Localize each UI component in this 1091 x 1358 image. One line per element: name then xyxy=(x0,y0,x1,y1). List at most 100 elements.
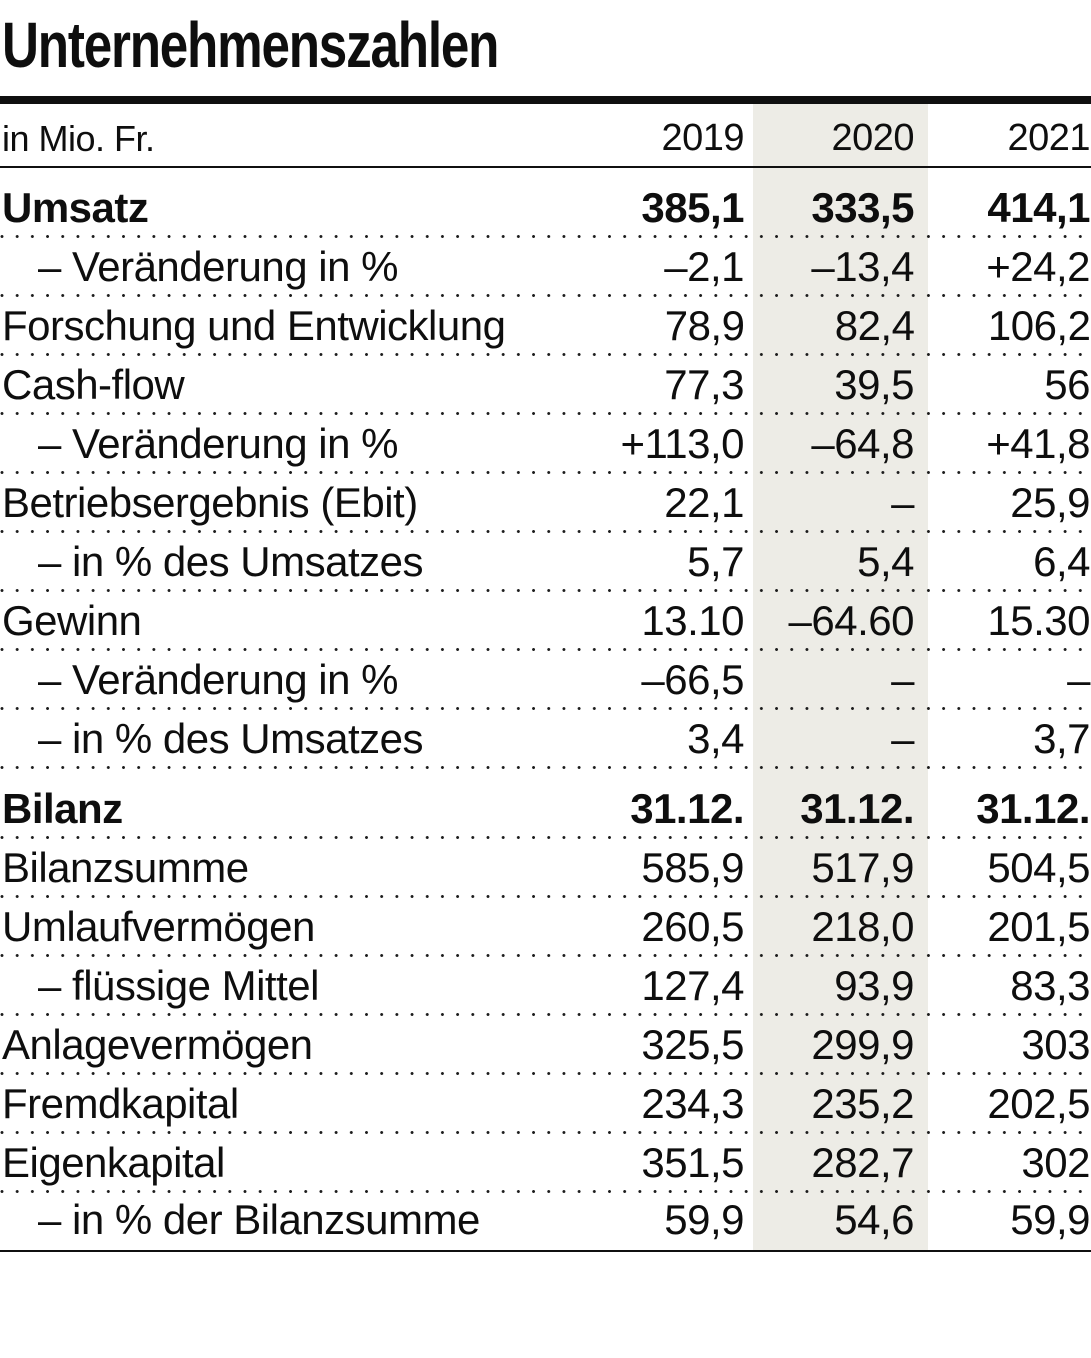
cell-2021: 56 xyxy=(1044,361,1090,408)
cell-2019: +113,0 xyxy=(620,420,744,467)
table-row: Eigenkapital 351,5 282,7 302 xyxy=(0,1134,1091,1193)
cell-2019: 5,7 xyxy=(687,538,744,585)
row-label: Eigenkapital xyxy=(2,1139,225,1186)
cell-2019: 3,4 xyxy=(687,715,744,762)
table-row: – flüssige Mittel 127,4 93,9 83,3 xyxy=(0,957,1091,1016)
cell-2020: 5,4 xyxy=(857,538,914,585)
row-label: – in % des Umsatzes xyxy=(38,715,424,762)
cell-2021: – xyxy=(1067,656,1090,703)
row-label: Umsatz xyxy=(2,184,149,231)
row-label: Bilanz xyxy=(2,785,123,832)
table-row: – in % der Bilanzsumme 59,9 54,6 59,9 xyxy=(0,1193,1091,1252)
cell-2020: 39,5 xyxy=(834,361,914,408)
row-label: Anlagevermögen xyxy=(2,1021,313,1068)
table-row: Bilanzsumme 585,9 517,9 504,5 xyxy=(0,839,1091,898)
cell-2019: –2,1 xyxy=(664,243,744,290)
cell-2020: –64,8 xyxy=(811,420,914,467)
table-row: – in % des Umsatzes 3,4 – 3,7 xyxy=(0,710,1091,769)
cell-2019: 59,9 xyxy=(664,1196,744,1243)
cell-2020: 82,4 xyxy=(834,302,915,349)
cell-2019: 585,9 xyxy=(641,844,744,891)
cell-2021: 15.30 xyxy=(987,597,1090,644)
cell-2019: –66,5 xyxy=(641,656,744,703)
row-label: Betriebsergebnis (Ebit) xyxy=(2,479,418,526)
table-row: – Veränderung in % –66,5 – – xyxy=(0,651,1091,710)
year-header-2021: 2021 xyxy=(1007,117,1090,159)
cell-2019: 385,1 xyxy=(641,184,744,231)
cell-2021: 202,5 xyxy=(987,1080,1090,1127)
cell-2021: 6,4 xyxy=(1033,538,1090,585)
cell-2021: 303 xyxy=(1021,1021,1090,1068)
table-row: Cash-flow 77,3 39,5 56 xyxy=(0,356,1091,415)
row-label: – Veränderung in % xyxy=(38,243,398,290)
cell-2019: 78,9 xyxy=(664,302,745,349)
cell-2020: – xyxy=(891,715,914,762)
table-row: – Veränderung in % +113,0 –64,8 +41,8 xyxy=(0,415,1091,474)
cell-2020: 218,0 xyxy=(811,903,914,950)
page-title: Unternehmenszahlen xyxy=(2,9,499,81)
cell-2019: 31.12. xyxy=(630,785,744,832)
cell-2021: 25,9 xyxy=(1010,479,1090,526)
cell-2019: 325,5 xyxy=(641,1021,744,1068)
cell-2020: 54,6 xyxy=(834,1196,914,1243)
row-label: Bilanzsumme xyxy=(2,844,249,891)
cell-2020: 31.12. xyxy=(800,785,914,832)
cell-2021: 302 xyxy=(1021,1139,1090,1186)
title-rule xyxy=(0,96,1091,104)
row-label: Cash-flow xyxy=(2,361,185,408)
cell-2021: 414,1 xyxy=(987,184,1090,231)
cell-2020: 93,9 xyxy=(834,962,914,1009)
cell-2020: 333,5 xyxy=(811,184,914,231)
row-label: – in % des Umsatzes xyxy=(38,538,424,585)
row-label: – flüssige Mittel xyxy=(38,962,319,1009)
cell-2020: –64.60 xyxy=(788,597,915,644)
table-row: Bilanz 31.12. 31.12. 31.12. xyxy=(0,769,1091,839)
row-label: Fremdkapital xyxy=(2,1080,239,1127)
cell-2020: 282,7 xyxy=(811,1139,914,1186)
cell-2020: 517,9 xyxy=(811,844,914,891)
cell-2020: 299,9 xyxy=(811,1021,914,1068)
cell-2021: +24,2 xyxy=(986,243,1090,290)
cell-2019: 22,1 xyxy=(664,479,744,526)
row-label: Gewinn xyxy=(2,597,142,644)
table-row: Forschung und Entwicklung 78,9 82,4 106,2 xyxy=(0,297,1091,356)
cell-2021: 31.12. xyxy=(976,785,1090,832)
row-label: – Veränderung in % xyxy=(38,656,398,703)
year-header-2020: 2020 xyxy=(831,117,914,159)
unit-label: in Mio. Fr. xyxy=(2,118,155,159)
row-label: Forschung und Entwicklung xyxy=(2,302,506,349)
table-row: – Veränderung in % –2,1 –13,4 +24,2 xyxy=(0,238,1091,297)
cell-2021: 201,5 xyxy=(987,903,1090,950)
table-row: Anlagevermögen 325,5 299,9 303 xyxy=(0,1016,1091,1075)
table-header-row: in Mio. Fr. 2019 2020 2021 xyxy=(0,104,1091,168)
cell-2021: 106,2 xyxy=(987,302,1091,349)
cell-2019: 13.10 xyxy=(641,597,744,644)
cell-2019: 351,5 xyxy=(641,1139,744,1186)
cell-2019: 260,5 xyxy=(641,903,744,950)
row-label: – in % der Bilanzsumme xyxy=(38,1196,480,1243)
cell-2019: 234,3 xyxy=(641,1080,744,1127)
table-row: Gewinn 13.10 –64.60 15.30 xyxy=(0,592,1091,651)
year-header-2019: 2019 xyxy=(661,117,744,159)
data-table: in Mio. Fr. 2019 2020 2021 Umsatz 385,1 33… xyxy=(0,104,1091,1252)
cell-2019: 127,4 xyxy=(641,962,744,1009)
cell-2020: –13,4 xyxy=(811,243,914,290)
table-row: Fremdkapital 234,3 235,2 202,5 xyxy=(0,1075,1091,1134)
row-label: Umlaufvermögen xyxy=(2,903,315,950)
cell-2021: 83,3 xyxy=(1010,962,1090,1009)
table-body: Umsatz 385,1 333,5 414,1– Veränderung in % –… xyxy=(0,168,1091,1252)
cell-2021: 59,9 xyxy=(1010,1196,1090,1243)
table-row: Umsatz 385,1 333,5 414,1 xyxy=(0,168,1091,238)
cell-2021: 504,5 xyxy=(987,844,1090,891)
table-row: Umlaufvermögen 260,5 218,0 201,5 xyxy=(0,898,1091,957)
cell-2020: – xyxy=(891,479,914,526)
cell-2020: – xyxy=(891,656,914,703)
table-row: Betriebsergebnis (Ebit) 22,1 – 25,9 xyxy=(0,474,1091,533)
row-label: – Veränderung in % xyxy=(38,420,398,467)
cell-2021: +41,8 xyxy=(986,420,1090,467)
cell-2020: 235,2 xyxy=(811,1080,914,1127)
cell-2019: 77,3 xyxy=(664,361,744,408)
cell-2021: 3,7 xyxy=(1033,715,1090,762)
table-row: – in % des Umsatzes 5,7 5,4 6,4 xyxy=(0,533,1091,592)
